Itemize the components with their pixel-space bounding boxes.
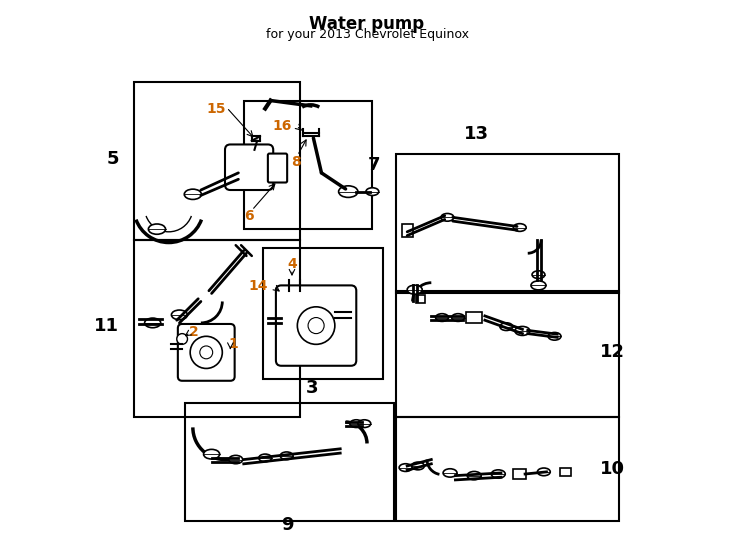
Bar	[396, 154, 619, 293]
Bar	[513, 469, 526, 479]
Ellipse shape	[531, 281, 546, 290]
Text: 14: 14	[249, 280, 269, 293]
FancyBboxPatch shape	[268, 153, 287, 183]
Bar	[466, 312, 482, 323]
Ellipse shape	[513, 224, 526, 231]
Ellipse shape	[145, 318, 161, 328]
Ellipse shape	[435, 314, 448, 321]
Circle shape	[308, 318, 324, 334]
Ellipse shape	[443, 469, 457, 477]
Text: 12: 12	[600, 343, 625, 361]
Ellipse shape	[515, 327, 530, 335]
Text: 4: 4	[287, 257, 297, 271]
Text: 11: 11	[95, 316, 120, 335]
Circle shape	[190, 336, 222, 368]
Text: 5: 5	[107, 151, 120, 168]
Ellipse shape	[548, 333, 561, 340]
Text: 8: 8	[291, 155, 301, 169]
Bar	[560, 468, 570, 476]
Ellipse shape	[399, 464, 412, 471]
Bar	[396, 417, 619, 521]
Text: for your 2013 Chevrolet Equinox: for your 2013 Chevrolet Equinox	[266, 28, 468, 41]
Ellipse shape	[203, 449, 219, 459]
Ellipse shape	[407, 285, 422, 294]
Bar	[134, 82, 300, 240]
Text: 13: 13	[465, 125, 490, 144]
Ellipse shape	[358, 420, 371, 428]
Ellipse shape	[468, 471, 481, 480]
Text: 3: 3	[305, 379, 318, 397]
Ellipse shape	[491, 470, 505, 478]
Bar	[396, 291, 619, 417]
Text: 7: 7	[368, 156, 380, 174]
Ellipse shape	[172, 310, 187, 320]
Circle shape	[177, 334, 187, 345]
Bar	[415, 295, 426, 303]
Ellipse shape	[412, 462, 424, 470]
Text: 1: 1	[229, 338, 239, 352]
Bar	[263, 248, 383, 379]
FancyBboxPatch shape	[178, 324, 235, 381]
Text: 15: 15	[206, 102, 225, 116]
Circle shape	[200, 346, 213, 359]
FancyBboxPatch shape	[225, 145, 273, 190]
Ellipse shape	[532, 271, 545, 279]
Ellipse shape	[148, 224, 166, 234]
Ellipse shape	[451, 314, 465, 321]
Bar	[401, 224, 413, 238]
Circle shape	[297, 307, 335, 345]
Ellipse shape	[259, 454, 272, 462]
Bar	[244, 100, 372, 229]
Text: Water pump: Water pump	[310, 15, 424, 33]
Ellipse shape	[537, 468, 550, 476]
FancyBboxPatch shape	[276, 286, 356, 366]
Bar	[134, 240, 300, 417]
Ellipse shape	[366, 188, 379, 195]
Ellipse shape	[184, 189, 201, 199]
Ellipse shape	[280, 452, 293, 460]
Ellipse shape	[338, 186, 358, 198]
Bar	[185, 403, 394, 521]
Ellipse shape	[350, 420, 363, 428]
Ellipse shape	[500, 323, 513, 330]
Text: 10: 10	[600, 460, 625, 478]
Text: 2: 2	[189, 325, 199, 339]
Text: 6: 6	[244, 209, 254, 222]
Ellipse shape	[441, 213, 454, 221]
Ellipse shape	[229, 455, 243, 464]
Text: 16: 16	[272, 119, 292, 133]
Text: 9: 9	[281, 516, 294, 534]
